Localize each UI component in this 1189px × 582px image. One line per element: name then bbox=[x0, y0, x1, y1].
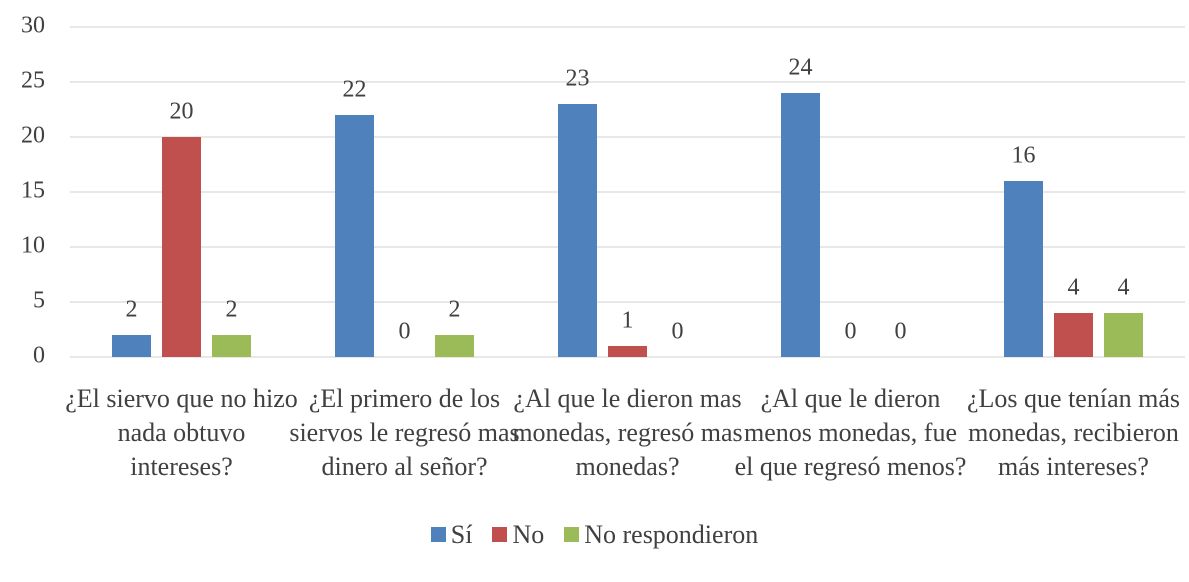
bar bbox=[558, 104, 597, 357]
data-label: 0 bbox=[895, 319, 907, 345]
legend-swatch bbox=[492, 527, 508, 542]
bar bbox=[212, 335, 251, 357]
legend-swatch bbox=[430, 527, 446, 542]
data-label: 0 bbox=[845, 319, 857, 345]
data-label: 0 bbox=[399, 319, 411, 345]
bar bbox=[608, 346, 647, 357]
y-tick-label: 10 bbox=[21, 233, 45, 259]
legend-item: No respondieron bbox=[564, 520, 758, 550]
bar bbox=[781, 93, 820, 357]
data-label: 23 bbox=[566, 66, 590, 92]
data-label: 2 bbox=[226, 297, 238, 323]
y-tick-label: 30 bbox=[21, 13, 45, 39]
y-tick-label: 0 bbox=[33, 343, 45, 369]
y-tick-label: 25 bbox=[21, 68, 45, 94]
data-label: 2 bbox=[126, 297, 138, 323]
data-label: 24 bbox=[789, 55, 813, 81]
data-label: 0 bbox=[672, 319, 684, 345]
legend-item: Sí bbox=[430, 520, 473, 550]
x-tick-label: ¿Al que le dieron mas monedas, regresó m… bbox=[512, 384, 743, 481]
bar bbox=[335, 115, 374, 357]
data-label: 4 bbox=[1118, 275, 1130, 301]
legend-label: No bbox=[512, 520, 545, 549]
y-tick-label: 15 bbox=[21, 178, 45, 204]
x-tick-label: ¿El siervo que no hizo nada obtuvo inter… bbox=[65, 384, 298, 481]
bar bbox=[1104, 313, 1143, 357]
bar bbox=[162, 137, 201, 357]
bar bbox=[435, 335, 474, 357]
legend: Sí No No respondieron bbox=[0, 520, 1189, 550]
bar bbox=[1054, 313, 1093, 357]
bar bbox=[112, 335, 151, 357]
y-tick-label: 20 bbox=[21, 123, 45, 149]
legend-label: Sí bbox=[450, 520, 473, 549]
legend-swatch bbox=[564, 527, 580, 542]
x-tick-label: ¿El primero de los siervos le regresó ma… bbox=[289, 384, 520, 481]
data-label: 1 bbox=[622, 308, 634, 334]
y-tick-label: 5 bbox=[33, 288, 45, 314]
data-label: 22 bbox=[343, 77, 367, 103]
data-label: 20 bbox=[170, 99, 194, 125]
legend-label: No respondieron bbox=[584, 520, 759, 549]
x-tick-label: ¿Al que le dieron menos monedas, fue el … bbox=[734, 384, 967, 481]
legend-item: No bbox=[492, 520, 544, 550]
data-label: 4 bbox=[1068, 275, 1080, 301]
data-label: 2 bbox=[449, 297, 461, 323]
bar bbox=[1004, 181, 1043, 357]
data-label: 16 bbox=[1012, 143, 1036, 169]
x-tick-label: ¿Los que tenían más monedas, recibieron … bbox=[967, 384, 1180, 481]
